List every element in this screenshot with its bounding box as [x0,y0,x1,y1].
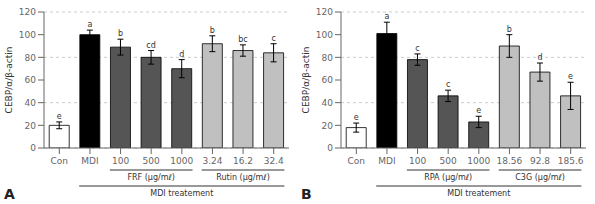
svg-text:80: 80 [322,53,334,63]
svg-text:32.4: 32.4 [264,156,284,166]
svg-text:120: 120 [19,7,36,17]
svg-text:60: 60 [25,75,37,85]
svg-text:0: 0 [327,143,333,153]
svg-text:e: e [354,113,359,122]
svg-text:40: 40 [25,98,37,108]
svg-text:Con: Con [51,156,69,166]
svg-text:100: 100 [409,156,426,166]
svg-text:40: 40 [322,98,334,108]
svg-text:bc: bc [238,35,247,44]
svg-text:MDI treatement: MDI treatement [150,189,213,198]
svg-text:d: d [537,53,542,62]
svg-text:185.6: 185.6 [558,156,584,166]
svg-text:100: 100 [112,156,129,166]
svg-text:92.8: 92.8 [530,156,550,166]
svg-text:120: 120 [316,7,333,17]
svg-text:100: 100 [316,30,333,40]
svg-text:c: c [271,34,275,43]
svg-text:b: b [118,29,123,38]
svg-text:0: 0 [30,143,36,153]
svg-text:cd: cd [146,41,155,50]
svg-text:MDI: MDI [81,156,98,166]
svg-text:Rutin (μg/mℓ): Rutin (μg/mℓ) [216,173,269,182]
svg-text:c: c [446,80,450,89]
svg-text:d: d [179,50,184,59]
svg-text:16.2: 16.2 [233,156,253,166]
svg-text:18.56: 18.56 [497,156,523,166]
svg-text:500: 500 [143,156,160,166]
svg-text:e: e [476,106,481,115]
svg-text:RPA (μg/mℓ): RPA (μg/mℓ) [424,173,472,182]
svg-text:20: 20 [25,121,37,131]
svg-text:C3G (μg/mℓ): C3G (μg/mℓ) [515,173,565,182]
svg-text:1000: 1000 [170,156,193,166]
svg-text:MDI: MDI [378,156,395,166]
svg-text:3.24: 3.24 [202,156,222,166]
svg-text:CEBP/α/β-actin: CEBP/α/β-actin [8,47,14,114]
svg-text:e: e [57,112,62,121]
svg-text:b: b [507,25,512,34]
svg-text:b: b [210,26,215,35]
svg-text:80: 80 [25,53,37,63]
html-text:A: A [4,186,15,202]
svg-text:CEBP/α/β-actin: CEBP/α/β-actin [301,47,311,114]
svg-text:1000: 1000 [467,156,490,166]
svg-text:c: c [415,44,419,53]
svg-text:100: 100 [19,30,36,40]
html-text:B: B [301,186,312,202]
svg-text:Con: Con [348,156,366,166]
svg-text:60: 60 [322,75,334,85]
svg-text:MDI treatement: MDI treatement [447,189,510,198]
svg-text:a: a [384,12,389,21]
svg-text:20: 20 [322,121,334,131]
svg-text:a: a [87,20,92,29]
svg-text:FRF (μg/mℓ): FRF (μg/mℓ) [127,173,175,182]
svg-text:e: e [568,72,573,81]
svg-text:500: 500 [440,156,457,166]
